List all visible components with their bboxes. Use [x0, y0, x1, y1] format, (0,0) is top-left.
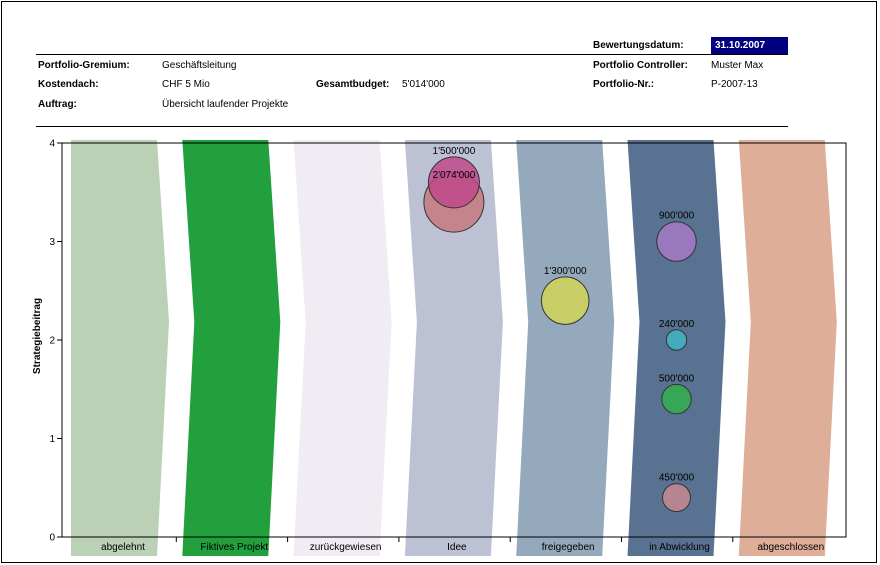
- bubble-layer: 2'074'000 1'500'000 1'300'000 900'000 240'00…: [423, 146, 697, 513]
- axes: 0 1 2 3 4 abgelehnt Fiktives Projekt zurückgewi…: [49, 139, 824, 554]
- y-axis-label: Strategiebeitrag: [32, 298, 43, 374]
- gesamtbudget-value: 5'014'000: [402, 79, 445, 90]
- bubble-value-label: 450'000: [659, 473, 695, 484]
- header-top-divider: [36, 54, 788, 55]
- phase-band-freigegeben: [516, 140, 615, 556]
- controller-label: Portfolio Controller:: [593, 60, 688, 71]
- kostendach-value: CHF 5 Mio: [162, 79, 210, 90]
- header-bottom-divider: [36, 126, 788, 127]
- bewertungsdatum-label: Bewertungsdatum:: [593, 40, 684, 51]
- gremium-label: Portfolio-Gremium:: [38, 60, 130, 71]
- bubble-freigegeben: [540, 276, 590, 325]
- portfolio-nr-label: Portfolio-Nr.:: [593, 79, 655, 90]
- phase-band-abgelehnt: [71, 140, 169, 556]
- phase-band-zurückgewiesen: [293, 140, 392, 556]
- phase-band-abgeschlossen: [738, 140, 837, 556]
- x-category-label: in Abwicklung: [649, 542, 710, 553]
- gremium-value: Geschäftsleitung: [162, 60, 237, 71]
- kostendach-label: Kostendach:: [38, 79, 99, 90]
- x-category-label: abgeschlossen: [757, 542, 824, 553]
- auftrag-label: Auftrag:: [38, 99, 77, 110]
- controller-value: Muster Max: [711, 60, 764, 71]
- auftrag-value: Übersicht laufender Projekte: [162, 99, 289, 110]
- y-tick-label: 0: [49, 533, 55, 544]
- y-tick-label: 3: [49, 237, 55, 248]
- portfolio-nr-value: P-2007-13: [711, 79, 758, 90]
- bubble-in-abwicklung: [656, 221, 697, 262]
- bubble-value-label: 1'500'000: [433, 146, 476, 157]
- gesamtbudget-label: Gesamtbudget:: [316, 79, 390, 90]
- bubble-value-label: 900'000: [659, 211, 695, 222]
- phase-band-fiktives-projekt: [182, 140, 281, 556]
- x-category-label: Fiktives Projekt: [200, 542, 268, 553]
- y-tick-label: 1: [49, 434, 55, 445]
- bubble-value-label: 1'300'000: [544, 266, 587, 277]
- bubble-in-abwicklung: [661, 383, 692, 415]
- x-category-label: abgelehnt: [101, 542, 145, 553]
- bubble-in-abwicklung: [662, 483, 691, 513]
- y-tick-label: 2: [49, 336, 55, 347]
- x-category-label: freigegeben: [542, 542, 595, 553]
- bubble-idee: [427, 156, 480, 209]
- bubble-in-abwicklung: [665, 329, 688, 351]
- bewertungsdatum-value: 31.10.2007: [711, 37, 788, 55]
- bubble-value-label: 500'000: [659, 373, 695, 384]
- y-tick-label: 4: [49, 139, 55, 150]
- phase-bands: [71, 140, 837, 556]
- x-category-label: zurückgewiesen: [310, 542, 382, 553]
- x-category-label: Idee: [447, 542, 467, 553]
- phase-band-idee: [404, 140, 503, 556]
- bubble-value-label: 240'000: [659, 319, 695, 330]
- bubble-value-label: 2'074'000: [433, 170, 476, 181]
